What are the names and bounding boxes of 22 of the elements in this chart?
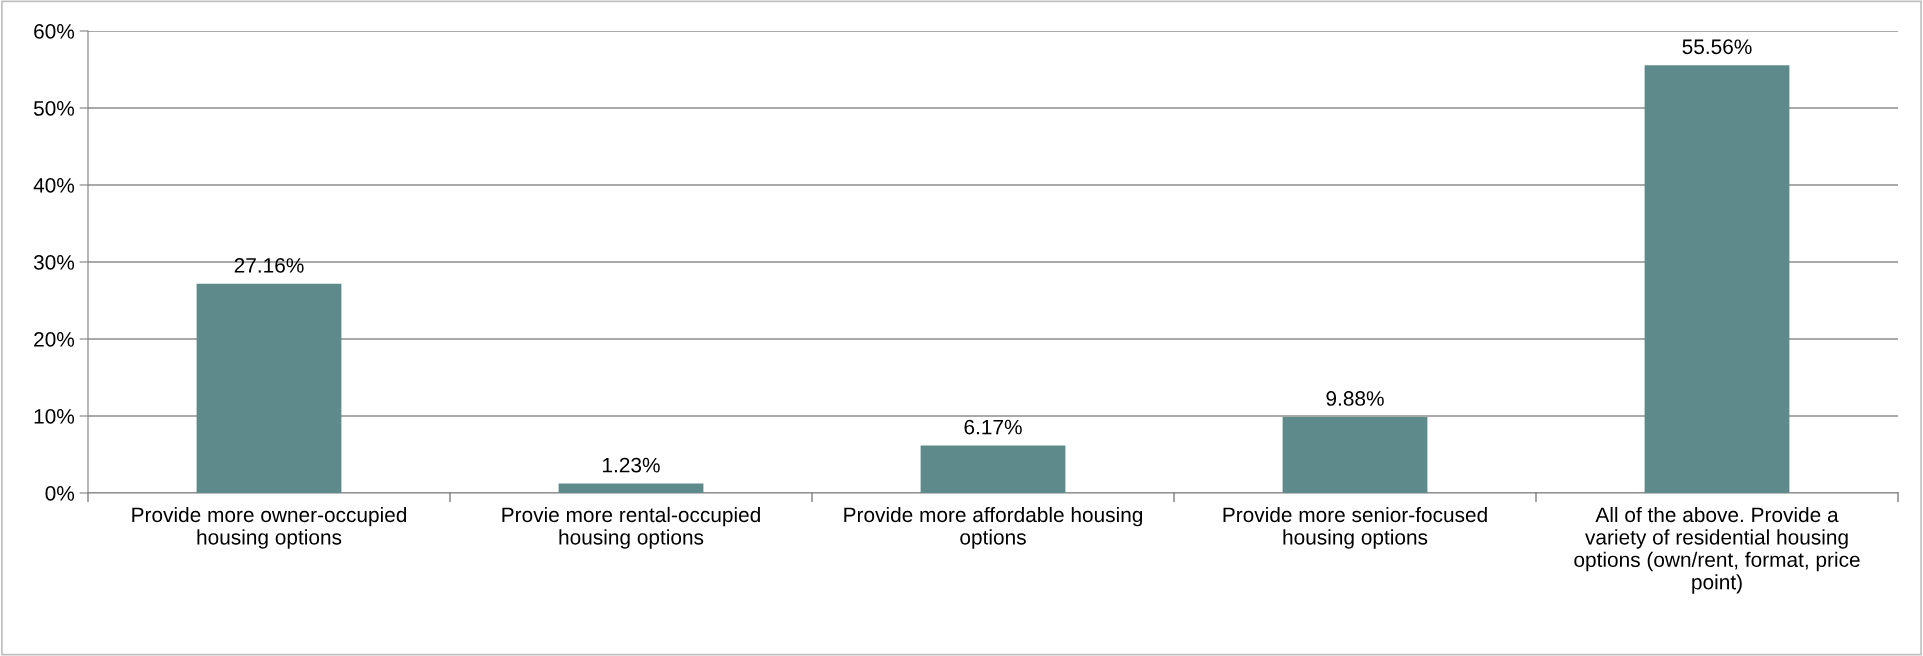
data-label: 55.56%	[1682, 39, 1752, 55]
bar	[920, 445, 1066, 493]
x-tick-label: Provide more senior-focused housing options	[1223, 506, 1487, 549]
y-tick-label: 40%	[33, 178, 75, 193]
data-label: 27.16%	[234, 258, 304, 273]
y-tick-label: 20%	[34, 332, 75, 347]
y-tick-label: 0%	[45, 486, 75, 501]
bar	[558, 483, 704, 493]
data-label: 1.23%	[603, 457, 660, 473]
x-tick-label: Provide more owner-occupied housing options	[132, 506, 407, 549]
y-tick-label: 50%	[33, 101, 75, 116]
bar	[196, 283, 342, 493]
bar	[1282, 416, 1428, 493]
y-tick-label: 60%	[34, 24, 75, 39]
data-label: 9.88%	[1326, 391, 1384, 406]
x-tick-label: Provie more rental-occupied housing options	[502, 506, 760, 549]
x-tick-label: Provide more affordable housing options	[844, 506, 1143, 549]
y-tick-label: 10%	[34, 409, 75, 424]
x-tick-label: All of the above. Provide a variety of residential housing options (own/rent, format, price point)	[1574, 506, 1860, 594]
y-tick-label: 30%	[33, 255, 75, 270]
data-label: 6.17%	[964, 419, 1022, 435]
bar	[1644, 65, 1790, 493]
